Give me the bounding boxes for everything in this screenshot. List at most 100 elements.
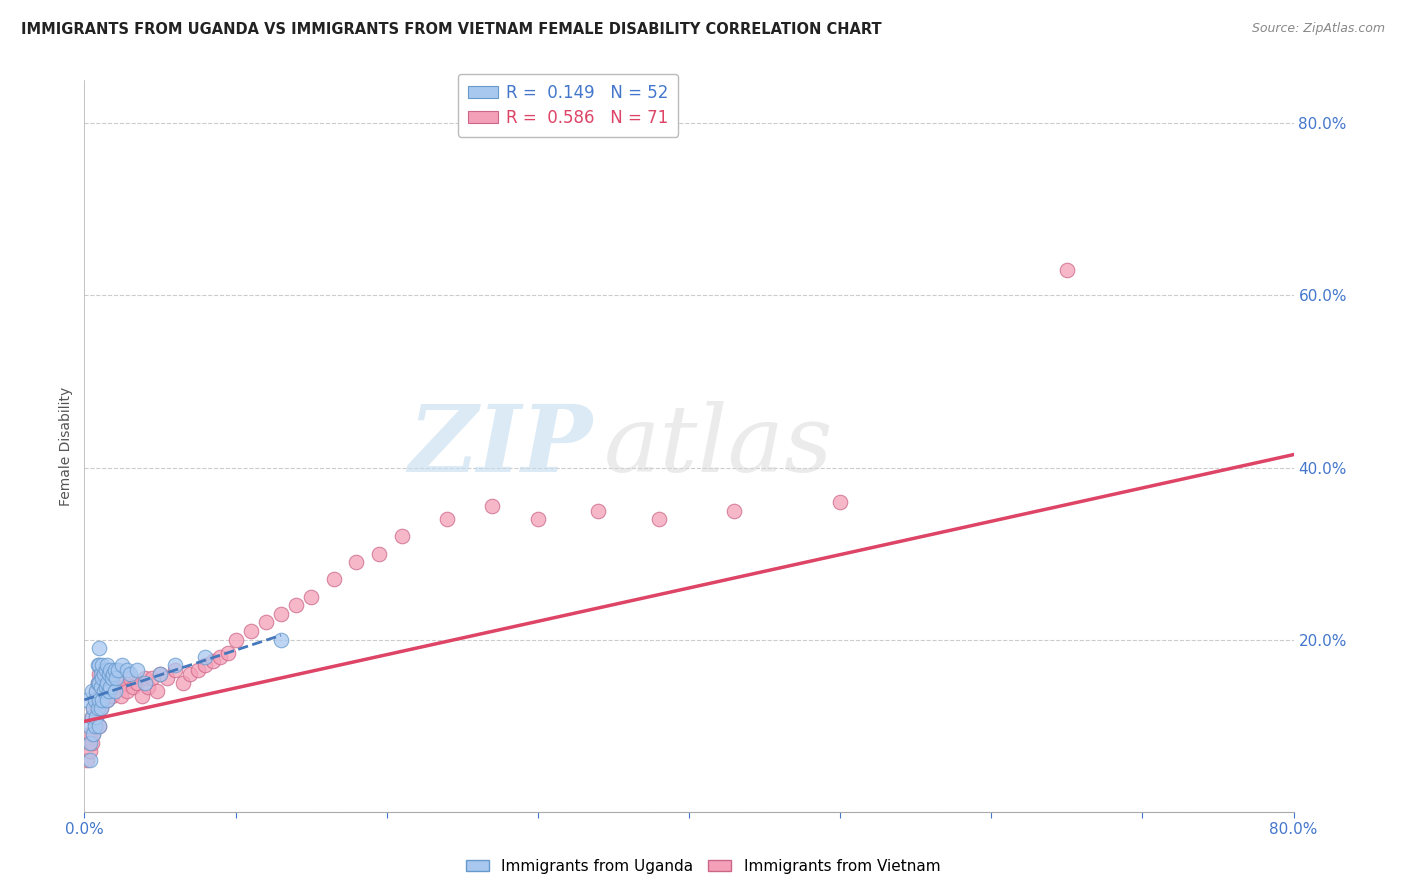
Point	[322, 573, 344, 587]
Point	[79, 744, 101, 758]
Point	[91, 667, 114, 681]
Point	[82, 727, 104, 741]
Point	[96, 667, 118, 681]
Point	[107, 671, 129, 685]
Point	[194, 649, 217, 664]
Point	[84, 719, 107, 733]
Point	[96, 693, 118, 707]
Point	[89, 641, 111, 656]
Point	[146, 684, 169, 698]
Text: atlas: atlas	[605, 401, 834, 491]
Point	[149, 667, 172, 681]
Point	[201, 654, 224, 668]
Point	[830, 495, 852, 509]
Point	[254, 615, 277, 630]
Point	[127, 663, 149, 677]
Point	[87, 675, 110, 690]
Point	[87, 701, 110, 715]
Point	[89, 693, 111, 707]
Point	[89, 675, 111, 690]
Point	[90, 680, 112, 694]
Point	[270, 607, 292, 621]
Point	[149, 667, 172, 681]
Point	[104, 663, 127, 677]
Point	[96, 693, 118, 707]
Point	[82, 701, 104, 715]
Point	[97, 667, 120, 681]
Point	[82, 727, 104, 741]
Point	[299, 590, 322, 604]
Point	[91, 693, 114, 707]
Point	[87, 701, 110, 715]
Point	[94, 675, 117, 690]
Point	[127, 675, 149, 690]
Point	[136, 680, 159, 694]
Point	[86, 684, 108, 698]
Point	[86, 710, 108, 724]
Point	[89, 667, 111, 681]
Point	[96, 658, 118, 673]
Point	[194, 658, 217, 673]
Point	[156, 671, 179, 685]
Point	[80, 710, 103, 724]
Point	[115, 663, 138, 677]
Point	[118, 667, 141, 681]
Point	[165, 658, 187, 673]
Point	[93, 684, 115, 698]
Point	[91, 693, 114, 707]
Point	[90, 701, 112, 715]
Point	[368, 547, 391, 561]
Point	[111, 658, 134, 673]
Point	[89, 658, 111, 673]
Text: ZIP: ZIP	[408, 401, 592, 491]
Point	[588, 503, 610, 517]
Point	[104, 684, 127, 698]
Point	[217, 646, 239, 660]
Point	[89, 693, 111, 707]
Point	[481, 500, 503, 514]
Point	[79, 736, 101, 750]
Point	[86, 684, 108, 698]
Point	[346, 555, 368, 569]
Point	[93, 667, 115, 681]
Point	[90, 675, 112, 690]
Point	[87, 658, 110, 673]
Point	[90, 701, 112, 715]
Point	[77, 736, 100, 750]
Point	[110, 689, 132, 703]
Point	[87, 675, 110, 690]
Y-axis label: Female Disability: Female Disability	[59, 386, 73, 506]
Point	[82, 701, 104, 715]
Point	[93, 663, 115, 677]
Point	[172, 675, 194, 690]
Point	[94, 663, 117, 677]
Point	[225, 632, 247, 647]
Text: Source: ZipAtlas.com: Source: ZipAtlas.com	[1251, 22, 1385, 36]
Point	[285, 598, 308, 612]
Point	[723, 503, 745, 517]
Point	[98, 671, 121, 685]
Point	[187, 663, 209, 677]
Point	[101, 675, 124, 690]
Point	[84, 693, 107, 707]
Point	[436, 512, 458, 526]
Point	[94, 680, 117, 694]
Point	[80, 710, 103, 724]
Point	[98, 663, 121, 677]
Point	[89, 719, 111, 733]
Point	[104, 680, 127, 694]
Point	[131, 689, 153, 703]
Legend: Immigrants from Uganda, Immigrants from Vietnam: Immigrants from Uganda, Immigrants from …	[460, 853, 946, 880]
Point	[209, 649, 232, 664]
Point	[91, 671, 114, 685]
Point	[648, 512, 671, 526]
Point	[101, 667, 124, 681]
Point	[80, 684, 103, 698]
Point	[77, 719, 100, 733]
Point	[118, 671, 141, 685]
Point	[91, 658, 114, 673]
Point	[79, 727, 101, 741]
Point	[76, 753, 98, 767]
Point	[239, 624, 262, 638]
Point	[90, 667, 112, 681]
